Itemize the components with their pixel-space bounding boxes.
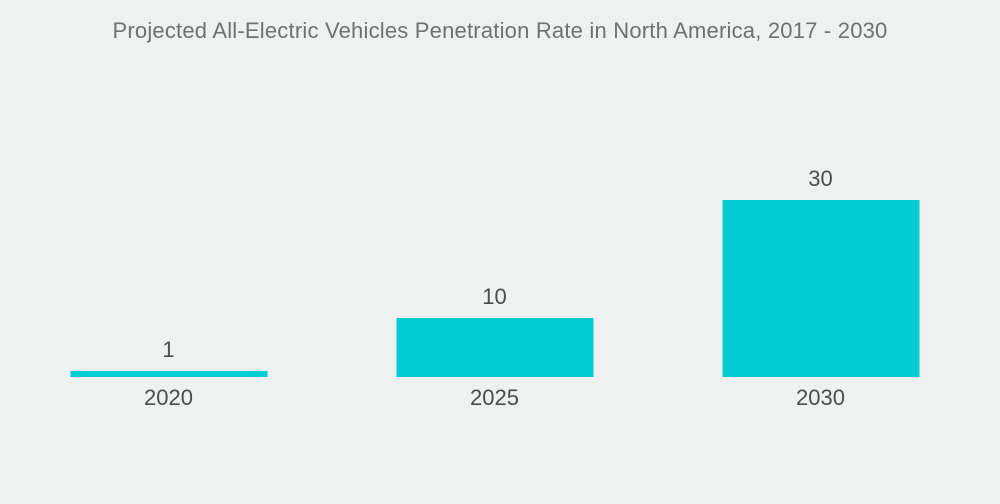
bar (70, 371, 267, 377)
x-axis-label: 2030 (796, 385, 845, 410)
bar (396, 318, 593, 377)
bar-group: 30 (722, 165, 919, 377)
bar-value-label: 30 (808, 165, 833, 191)
chart-title: Projected All-Electric Vehicles Penetrat… (112, 18, 888, 43)
x-axis-label: 2025 (470, 385, 519, 410)
x-axis-label: 2020 (144, 385, 193, 410)
bar (722, 200, 919, 377)
bar-value-label: 10 (482, 283, 507, 309)
bar-value-label: 1 (162, 336, 175, 362)
x-axis-labels: 2020 2025 2030 (0, 385, 995, 410)
bar-group: 10 (396, 283, 593, 377)
plot-area: 1 10 30 (70, 165, 919, 377)
bar-group: 1 (70, 336, 267, 377)
